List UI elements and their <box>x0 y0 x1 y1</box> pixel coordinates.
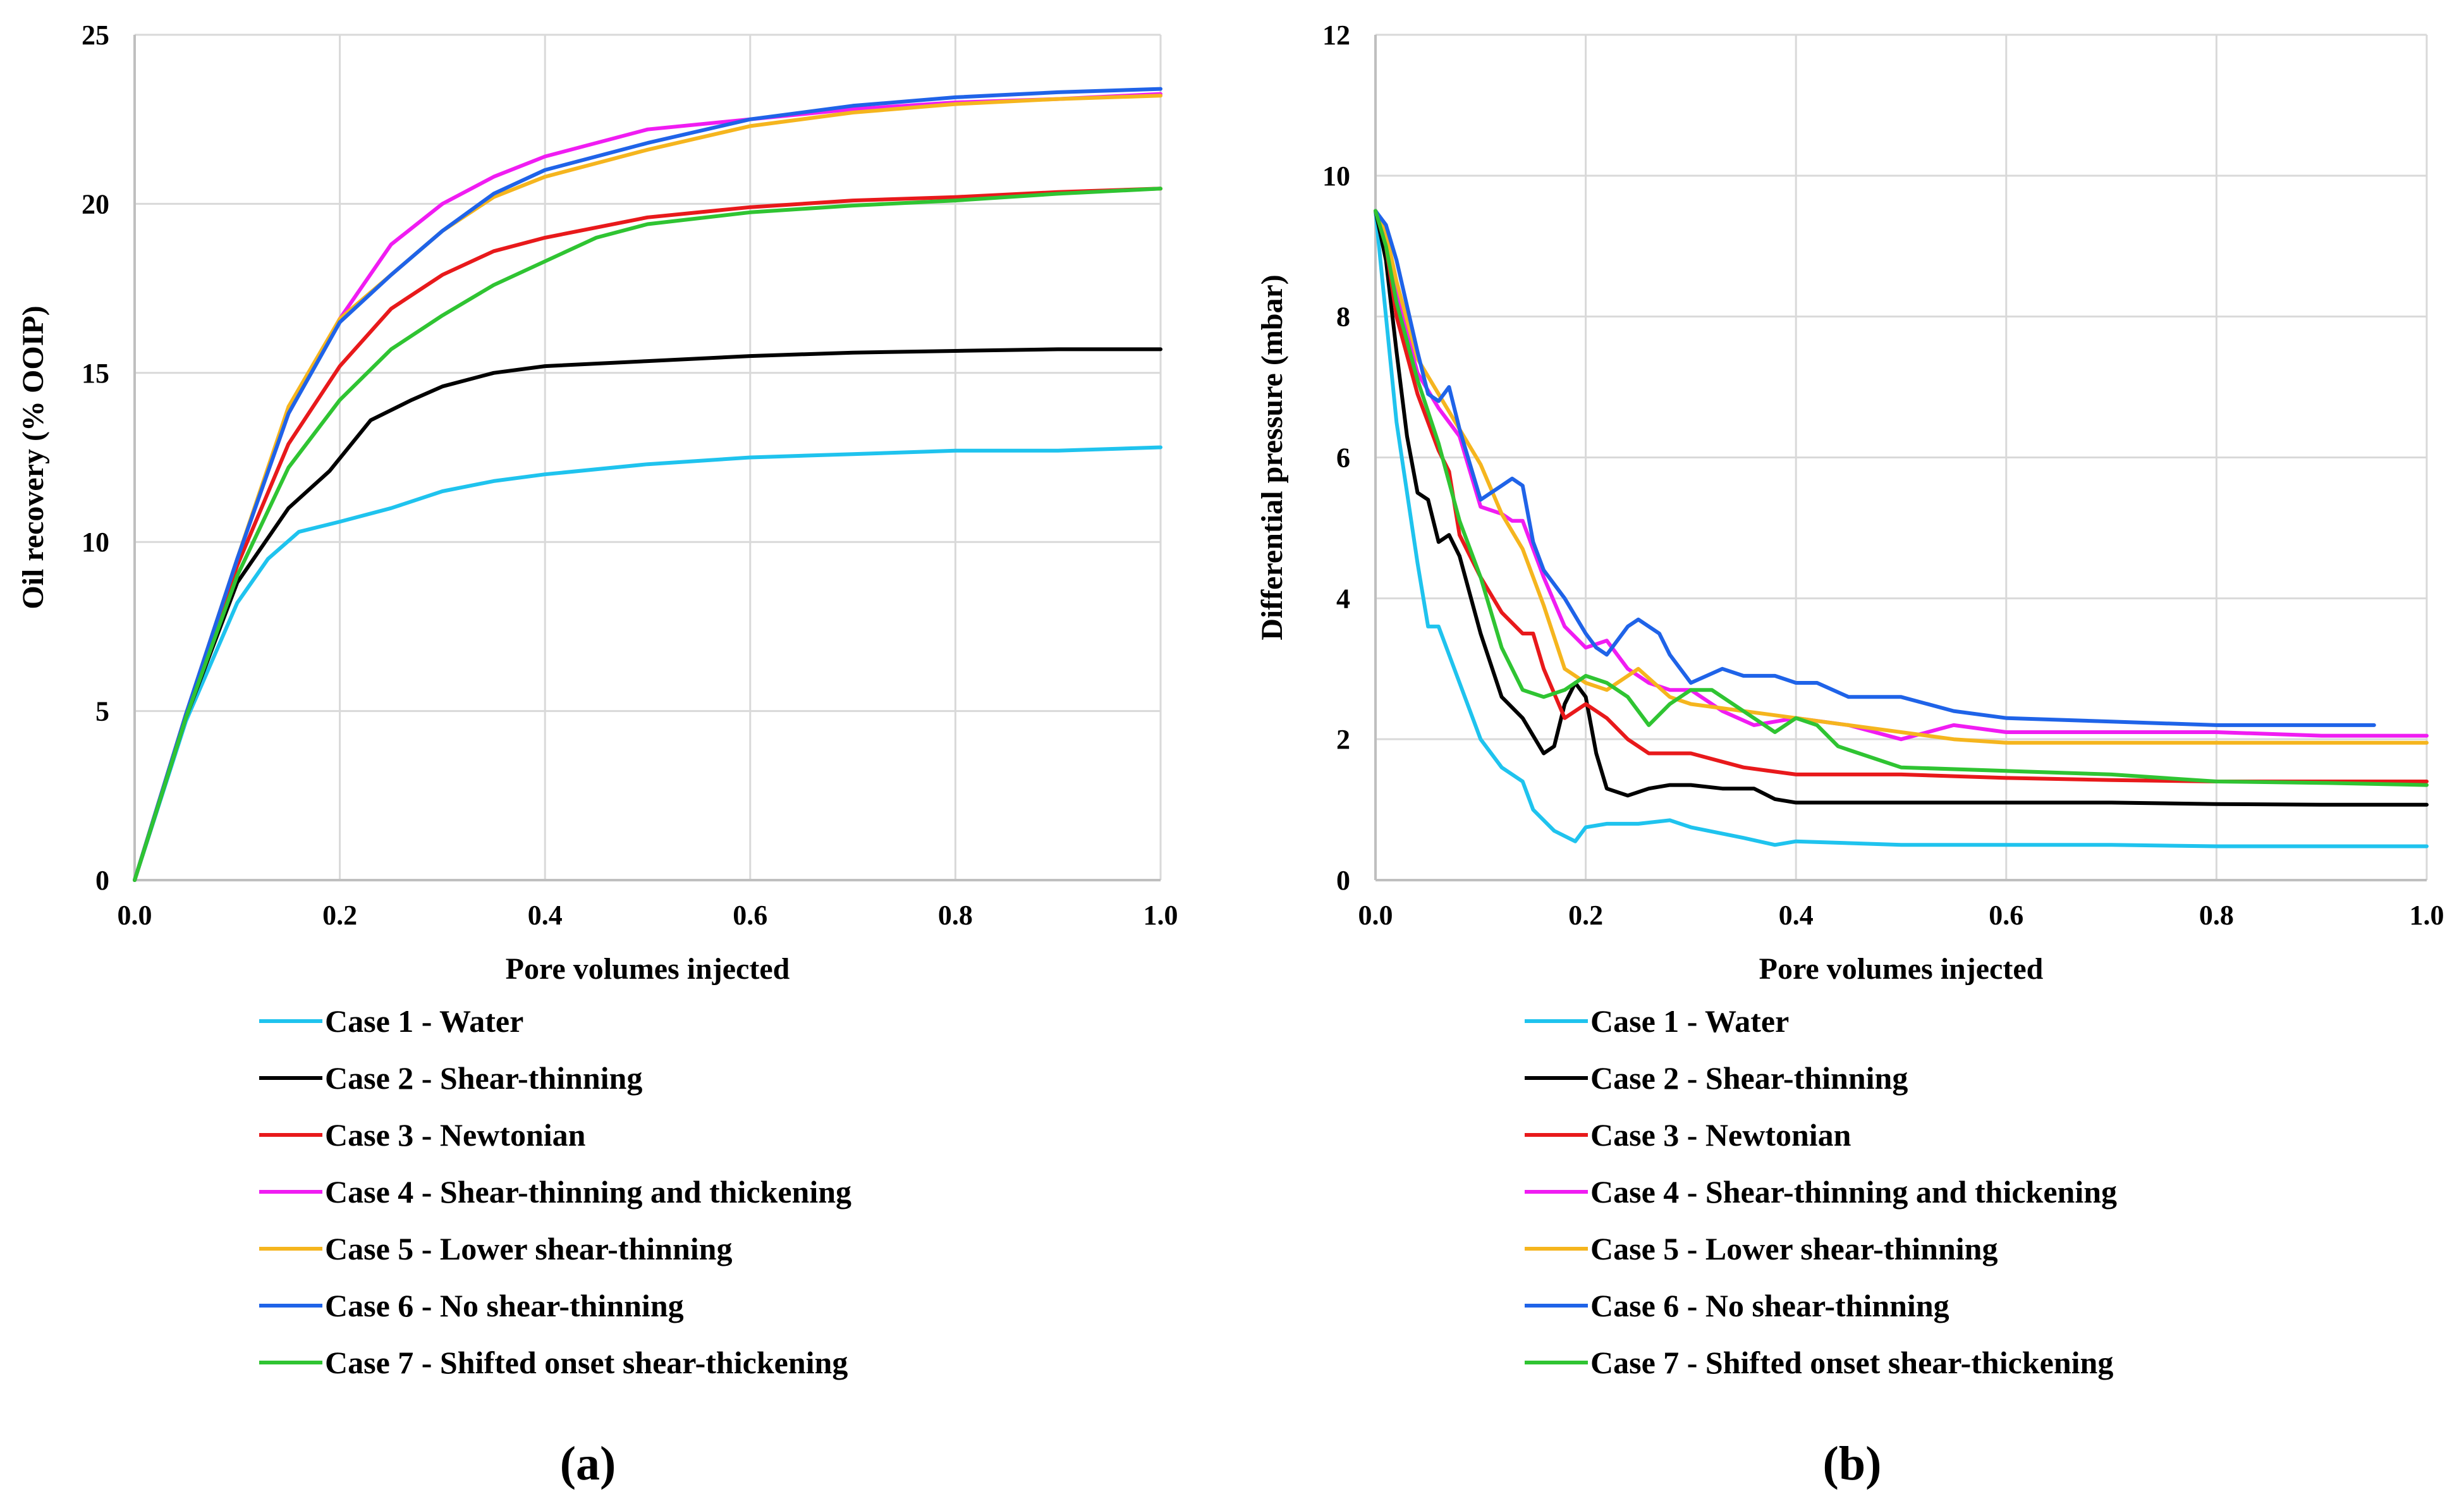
x-tick-label: 0.4 <box>528 900 563 931</box>
panel-label: (b) <box>1823 1437 1882 1490</box>
y-tick-label: 8 <box>1336 302 1350 333</box>
x-axis-label: Pore volumes injected <box>506 952 790 986</box>
series-line-case-5 <box>1374 209 2429 745</box>
y-tick-label: 4 <box>1336 583 1350 614</box>
series-line-case-4 <box>133 92 1162 882</box>
y-tick-label: 10 <box>1322 161 1350 192</box>
y-tick-label: 6 <box>1336 443 1350 474</box>
series-line-case-2 <box>133 347 1162 882</box>
legend-label-case-7: Case 7 - Shifted onset shear-thickening <box>1590 1345 2113 1380</box>
series-line-case-4 <box>1374 209 2429 742</box>
panel-label: (a) <box>560 1437 616 1490</box>
x-tick-label: 0.0 <box>118 900 152 931</box>
series-line-case-5 <box>133 94 1162 882</box>
y-tick-label: 5 <box>95 696 109 727</box>
y-axis-label: Oil recovery (% OOIP) <box>16 305 50 609</box>
legend-label-case-1: Case 1 - Water <box>325 1003 523 1039</box>
legend-label-case-4: Case 4 - Shear-thinning and thickening <box>1590 1174 2117 1210</box>
legend-label-case-1: Case 1 - Water <box>1590 1003 1789 1039</box>
y-tick-label: 0 <box>95 865 109 896</box>
legend-label-case-4: Case 4 - Shear-thinning and thickening <box>325 1174 851 1210</box>
chart-panel-b: 0 2 4 6 8 10 12 0.0 0.2 0.4 0.6 0.8 1.0 Pore volumes … <box>1255 20 2444 1490</box>
series-line-case-2 <box>1374 209 2429 807</box>
x-tick-label: 1.0 <box>1144 900 1178 931</box>
x-tick-label: 0.2 <box>322 900 357 931</box>
x-tick-label: 0.2 <box>1568 900 1603 931</box>
series-line-case-6 <box>1374 209 2376 727</box>
series-line-case-7 <box>1374 209 2429 787</box>
x-tick-label: 0.6 <box>733 900 767 931</box>
series-line-case-7 <box>133 187 1162 882</box>
x-axis-label: Pore volumes injected <box>1759 952 2044 986</box>
legend-label-case-2: Case 2 - Shear-thinning <box>1590 1060 1908 1096</box>
y-tick-label: 20 <box>82 188 109 219</box>
x-tick-label: 0.0 <box>1358 900 1393 931</box>
legend-label-case-5: Case 5 - Lower shear-thinning <box>325 1231 732 1266</box>
series-line-case-1 <box>1374 209 2429 849</box>
x-tick-label: 0.8 <box>2199 900 2234 931</box>
x-tick-label: 1.0 <box>2410 900 2444 931</box>
legend-label-case-5: Case 5 - Lower shear-thinning <box>1590 1231 1997 1266</box>
y-tick-label: 12 <box>1322 20 1350 51</box>
series-line-case-6 <box>133 87 1162 882</box>
y-axis-label: Differential pressure (mbar) <box>1255 274 1289 640</box>
legend-label-case-6: Case 6 - No shear-thinning <box>1590 1288 1949 1323</box>
legend-label-case-3: Case 3 - Newtonian <box>325 1117 586 1153</box>
chart-panel-a: 0 5 10 15 20 25 0.0 0.2 0.4 0.6 0.8 1.0 Pore volumes… <box>16 20 1178 1490</box>
x-tick-label: 0.4 <box>1779 900 1814 931</box>
legend-label-case-3: Case 3 - Newtonian <box>1590 1117 1851 1153</box>
series-line-case-1 <box>133 445 1162 882</box>
x-tick-label: 0.8 <box>938 900 973 931</box>
y-tick-label: 0 <box>1336 865 1350 896</box>
legend-label-case-7: Case 7 - Shifted onset shear-thickening <box>325 1345 848 1380</box>
x-tick-label: 0.6 <box>1989 900 2023 931</box>
y-tick-label: 2 <box>1336 724 1350 755</box>
y-tick-label: 25 <box>82 20 109 51</box>
legend-label-case-2: Case 2 - Shear-thinning <box>325 1060 642 1096</box>
y-tick-label: 15 <box>82 358 109 389</box>
series-line-case-3 <box>133 187 1162 882</box>
y-tick-label: 10 <box>82 527 109 558</box>
legend-label-case-6: Case 6 - No shear-thinning <box>325 1288 684 1323</box>
